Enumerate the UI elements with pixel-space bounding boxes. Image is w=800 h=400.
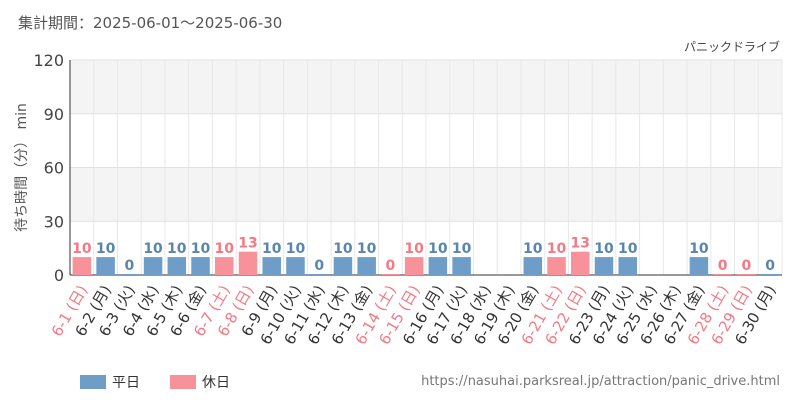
bar-9: [262, 257, 281, 275]
bar-15: [404, 257, 424, 275]
bar-value-label: 10: [404, 241, 424, 257]
bar-7: [215, 257, 234, 275]
bar-24: [618, 257, 637, 275]
bar-11: [309, 274, 329, 275]
bar-12: [333, 257, 353, 275]
bar-value-label: 0: [386, 258, 396, 274]
bar-23: [594, 257, 614, 275]
y-axis-title: 待ち時間（分） min: [14, 103, 30, 232]
bar-value-label: 0: [742, 258, 752, 274]
chart-title: パニックドライブ: [683, 40, 780, 54]
bar-value-label: 10: [618, 241, 638, 257]
bar-value-label: 0: [718, 258, 728, 274]
bar-3: [120, 274, 139, 275]
bar-21: [547, 257, 566, 275]
bar-2: [96, 257, 115, 275]
bar-value-label: 10: [143, 241, 163, 257]
bar-value-label: 0: [124, 258, 134, 274]
y-tick-label: 0: [54, 266, 64, 285]
legend-swatch-holiday: [170, 375, 196, 389]
bar-value-label: 10: [191, 241, 211, 257]
bar-10: [286, 257, 305, 275]
bar-value-label: 10: [72, 241, 92, 257]
bar-value-label: 10: [594, 241, 614, 257]
bar-13: [357, 257, 376, 275]
bar-17: [452, 257, 471, 275]
bar-14: [381, 274, 400, 275]
bar-22: [571, 251, 590, 275]
bar-value-label: 10: [428, 241, 448, 257]
bar-value-label: 10: [333, 241, 353, 257]
bar-value-label: 10: [262, 241, 282, 257]
bar-value-label: 0: [314, 258, 324, 274]
bar-value-label: 10: [286, 241, 306, 257]
bar-value-label: 10: [357, 241, 377, 257]
y-tick-label: 90: [44, 105, 64, 124]
bar-value-label: 10: [167, 241, 187, 257]
bar-27: [689, 257, 709, 275]
bar-value-label: 10: [452, 241, 472, 257]
bar-28: [713, 274, 732, 275]
bar-value-label: 10: [96, 241, 116, 257]
bar-5: [167, 257, 187, 275]
legend-swatch-weekday: [80, 375, 106, 389]
bar-6: [191, 257, 210, 275]
bar-16: [428, 257, 448, 275]
bar-29: [737, 274, 756, 275]
bar-value-label: 10: [215, 241, 235, 257]
bar-value-label: 10: [547, 241, 567, 257]
bar-value-label: 13: [571, 236, 590, 252]
bar-value-label: 10: [689, 241, 709, 257]
y-tick-label: 60: [44, 159, 64, 178]
bar-20: [523, 257, 543, 275]
bar-4: [143, 257, 163, 275]
bar-30: [760, 274, 780, 275]
source-url: https://nasuhai.parksreal.jp/attraction/…: [421, 374, 780, 389]
legend-label-holiday: 休日: [202, 375, 230, 391]
y-tick-label: 30: [44, 212, 64, 231]
bar-1: [72, 257, 92, 275]
bar-value-label: 10: [523, 241, 543, 257]
aggregation-period: 集計期間：2025-06-01～2025-06-30: [18, 14, 283, 32]
bar-8: [238, 251, 258, 275]
bar-value-label: 13: [238, 236, 257, 252]
legend-label-weekday: 平日: [112, 375, 140, 391]
y-tick-label: 120: [33, 51, 64, 70]
bar-value-label: 0: [765, 258, 775, 274]
chart-legend: 平日 休日: [80, 372, 260, 392]
